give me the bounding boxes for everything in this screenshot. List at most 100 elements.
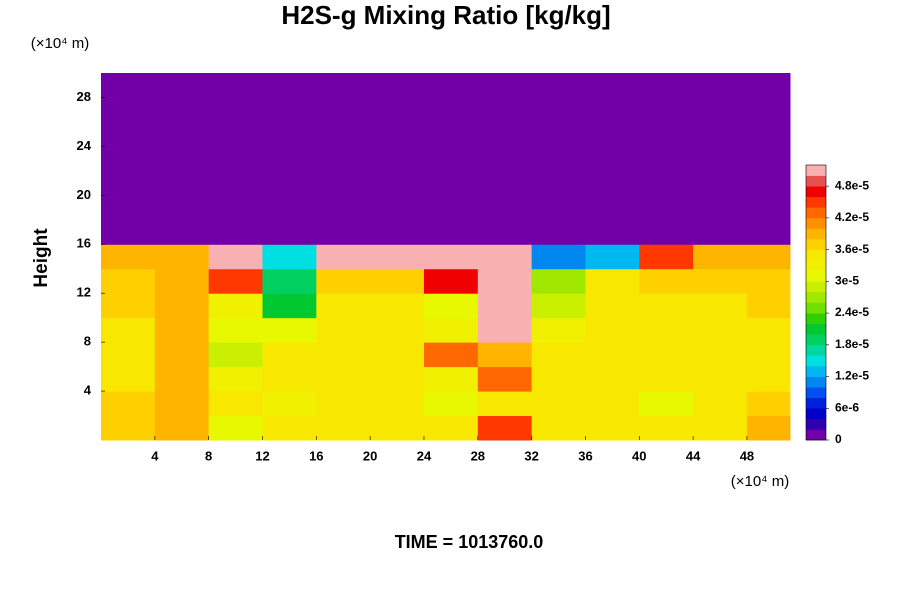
cell: [370, 244, 425, 270]
cell: [423, 97, 479, 123]
cell: [101, 73, 156, 98]
cell: [746, 342, 791, 368]
cell: [477, 97, 533, 123]
cell: [477, 170, 533, 196]
cell: [154, 219, 210, 245]
cell: [262, 121, 317, 147]
cell: [585, 195, 640, 221]
colorbar-tick-label: 3e-5: [835, 274, 859, 288]
cell: [639, 342, 694, 368]
colorbar-tick-label: 1.2e-5: [835, 369, 869, 383]
colorbar-tick-label: 6e-6: [835, 400, 859, 414]
cell: [693, 219, 748, 245]
cell: [154, 317, 210, 343]
cell: [477, 391, 533, 417]
cell: [477, 73, 533, 98]
cell: [154, 121, 210, 147]
cell: [423, 268, 479, 294]
cell: [101, 342, 156, 368]
cell: [101, 146, 156, 172]
colorbar-frame: [805, 164, 827, 441]
cell: [370, 121, 425, 147]
cell: [208, 170, 263, 196]
cell: [585, 170, 640, 196]
colorbar-swatch: [806, 165, 826, 176]
cell: [316, 366, 371, 392]
cell: [316, 342, 371, 368]
x-tick-label: 4: [151, 448, 159, 463]
colorbar-swatch: [806, 323, 826, 335]
cell: [154, 97, 210, 123]
cell: [531, 366, 586, 392]
cell: [531, 97, 586, 123]
colorbar-swatch: [806, 344, 826, 356]
cell: [423, 146, 479, 172]
cell: [370, 293, 425, 319]
y-tick-label: 8: [84, 334, 91, 349]
cell: [585, 415, 640, 441]
cell: [423, 293, 479, 319]
cell: [370, 73, 425, 98]
cell: [585, 219, 640, 245]
cell: [693, 293, 748, 319]
cell: [262, 219, 317, 245]
cell: [208, 73, 263, 98]
cell: [585, 244, 640, 270]
cell: [208, 268, 263, 294]
cell: [639, 415, 694, 441]
cell: [208, 195, 263, 221]
cell: [693, 121, 748, 147]
cell: [370, 342, 425, 368]
colorbar-swatch: [806, 239, 826, 250]
cell: [693, 342, 748, 368]
cell: [585, 366, 640, 392]
cell: [208, 342, 263, 368]
y-tick-label: 28: [77, 89, 91, 104]
colorbar-swatch: [806, 313, 826, 324]
cell: [746, 268, 791, 294]
cell: [370, 415, 425, 441]
colorbar-tick-label: 4.2e-5: [835, 210, 869, 224]
x-tick-label: 12: [255, 448, 269, 463]
cell: [423, 219, 479, 245]
cell: [316, 121, 371, 147]
cell: [746, 244, 791, 270]
y-tick-label: 20: [77, 187, 91, 202]
cell: [585, 293, 640, 319]
cell: [746, 146, 791, 172]
cell: [370, 366, 425, 392]
cell: [477, 219, 533, 245]
cell: [370, 268, 425, 294]
cell: [101, 244, 156, 270]
x-tick-label: 48: [740, 448, 754, 463]
cell: [746, 97, 791, 123]
cell: [316, 268, 371, 294]
cell: [370, 146, 425, 172]
colorbar-swatch: [806, 217, 826, 229]
colorbar-tick-label: 1.8e-5: [835, 337, 869, 351]
cell: [477, 293, 533, 319]
cell: [585, 73, 640, 98]
cell: [262, 170, 317, 196]
cell: [370, 317, 425, 343]
colorbar-tick-label: 2.4e-5: [835, 305, 869, 319]
colorbar-swatch: [806, 196, 826, 208]
cell: [693, 268, 748, 294]
x-tick-label: 40: [632, 448, 646, 463]
annotation: TIME = 1013760.0: [395, 532, 544, 552]
colorbar-swatch: [806, 270, 826, 282]
cell: [101, 317, 156, 343]
colorbar-swatch: [806, 408, 826, 420]
cell: [262, 268, 317, 294]
x-unit: (×10⁴ m): [731, 473, 790, 490]
colorbar-swatch: [806, 355, 826, 367]
y-tick-label: 16: [77, 236, 91, 251]
cell: [531, 317, 586, 343]
cell: [101, 195, 156, 221]
cell: [423, 391, 479, 417]
cell: [746, 391, 791, 417]
cell: [262, 146, 317, 172]
cell: [101, 268, 156, 294]
cell: [585, 121, 640, 147]
x-tick-label: 24: [417, 448, 432, 463]
